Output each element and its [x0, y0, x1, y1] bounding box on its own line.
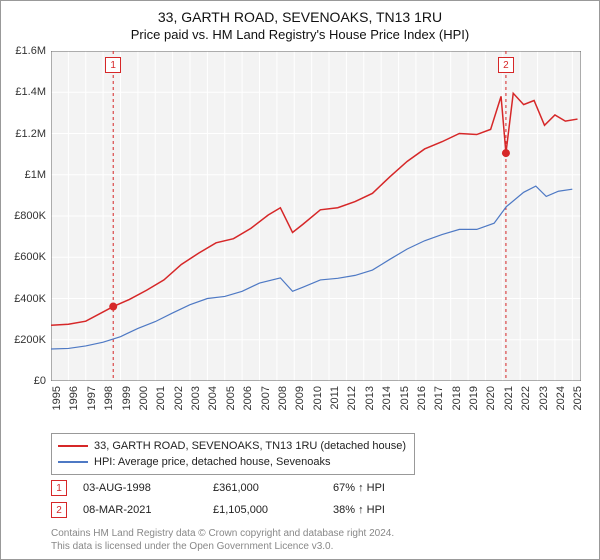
footer-attribution: Contains HM Land Registry data © Crown c… — [51, 527, 394, 553]
x-axis-tick-label: 1998 — [103, 386, 115, 410]
x-axis-tick-label: 1996 — [68, 386, 80, 410]
chart-callout-1: 1 — [105, 57, 121, 73]
x-axis-tick-label: 2021 — [503, 386, 515, 410]
y-axis-tick-label: £0 — [34, 375, 46, 387]
transaction-marker-2: 2 — [51, 502, 67, 518]
chart-subtitle: Price paid vs. HM Land Registry's House … — [1, 27, 599, 42]
y-axis-tick-label: £1.2M — [15, 128, 46, 140]
x-axis-tick-label: 2022 — [520, 386, 532, 410]
x-axis-tick-label: 2019 — [468, 386, 480, 410]
x-axis-tick-label: 1997 — [86, 386, 98, 410]
x-axis-tick-label: 2015 — [399, 386, 411, 410]
chart-plot-area: £0£200K£400K£600K£800K£1M£1.2M£1.4M£1.6M… — [51, 51, 581, 381]
y-axis-tick-label: £1.6M — [15, 45, 46, 57]
x-axis-tick-label: 2005 — [225, 386, 237, 410]
x-axis-tick-label: 2010 — [312, 386, 324, 410]
x-axis-tick-label: 2000 — [138, 386, 150, 410]
x-axis-tick-label: 2004 — [207, 386, 219, 410]
legend-item-1: 33, GARTH ROAD, SEVENOAKS, TN13 1RU (det… — [58, 438, 408, 454]
chart-title: 33, GARTH ROAD, SEVENOAKS, TN13 1RU — [1, 9, 599, 25]
x-axis-tick-label: 2025 — [572, 386, 584, 410]
x-axis-tick-label: 2017 — [433, 386, 445, 410]
x-axis-tick-label: 2020 — [485, 386, 497, 410]
x-axis-tick-label: 1995 — [51, 386, 63, 410]
transaction-row-2: 2 08-MAR-2021 £1,105,000 38% ↑ HPI — [51, 499, 453, 521]
x-axis-tick-label: 1999 — [121, 386, 133, 410]
transaction-marker-1: 1 — [51, 480, 67, 496]
transaction-date-2: 08-MAR-2021 — [83, 504, 213, 516]
x-axis-tick-label: 2007 — [260, 386, 272, 410]
legend-label-1: 33, GARTH ROAD, SEVENOAKS, TN13 1RU (det… — [94, 440, 406, 452]
x-axis-tick-label: 2006 — [242, 386, 254, 410]
x-axis-tick-label: 2012 — [346, 386, 358, 410]
y-axis-tick-label: £1M — [25, 169, 46, 181]
legend-item-2: HPI: Average price, detached house, Seve… — [58, 454, 408, 470]
chart-svg — [51, 51, 581, 381]
x-axis-tick-label: 2008 — [277, 386, 289, 410]
x-axis-tick-label: 2013 — [364, 386, 376, 410]
y-axis-tick-label: £800K — [14, 210, 46, 222]
chart-container: 33, GARTH ROAD, SEVENOAKS, TN13 1RU Pric… — [0, 0, 600, 560]
y-axis-tick-label: £1.4M — [15, 86, 46, 98]
y-axis-tick-label: £200K — [14, 334, 46, 346]
footer-line-2: This data is licensed under the Open Gov… — [51, 540, 394, 553]
transaction-amount-2: £1,105,000 — [213, 504, 333, 516]
transaction-pct-1: 67% ↑ HPI — [333, 482, 453, 494]
legend-box: 33, GARTH ROAD, SEVENOAKS, TN13 1RU (det… — [51, 433, 415, 475]
x-axis-tick-label: 2018 — [451, 386, 463, 410]
x-axis-tick-label: 2024 — [555, 386, 567, 410]
x-axis-tick-label: 2003 — [190, 386, 202, 410]
transaction-row-1: 1 03-AUG-1998 £361,000 67% ↑ HPI — [51, 477, 453, 499]
legend-swatch-1 — [58, 445, 88, 447]
legend-swatch-2 — [58, 461, 88, 463]
footer-line-1: Contains HM Land Registry data © Crown c… — [51, 527, 394, 540]
x-axis-tick-label: 2014 — [381, 386, 393, 410]
x-axis-tick-label: 2016 — [416, 386, 428, 410]
x-axis-tick-label: 2023 — [538, 386, 550, 410]
legend-label-2: HPI: Average price, detached house, Seve… — [94, 456, 330, 468]
transaction-amount-1: £361,000 — [213, 482, 333, 494]
y-axis-tick-label: £600K — [14, 251, 46, 263]
x-axis-tick-label: 2009 — [294, 386, 306, 410]
title-block: 33, GARTH ROAD, SEVENOAKS, TN13 1RU Pric… — [1, 1, 599, 42]
x-axis-tick-label: 2011 — [329, 386, 341, 410]
chart-callout-2: 2 — [498, 57, 514, 73]
x-axis-tick-label: 2002 — [173, 386, 185, 410]
transaction-date-1: 03-AUG-1998 — [83, 482, 213, 494]
transaction-pct-2: 38% ↑ HPI — [333, 504, 453, 516]
transaction-table: 1 03-AUG-1998 £361,000 67% ↑ HPI 2 08-MA… — [51, 477, 453, 521]
y-axis-tick-label: £400K — [14, 293, 46, 305]
x-axis-tick-label: 2001 — [155, 386, 167, 410]
